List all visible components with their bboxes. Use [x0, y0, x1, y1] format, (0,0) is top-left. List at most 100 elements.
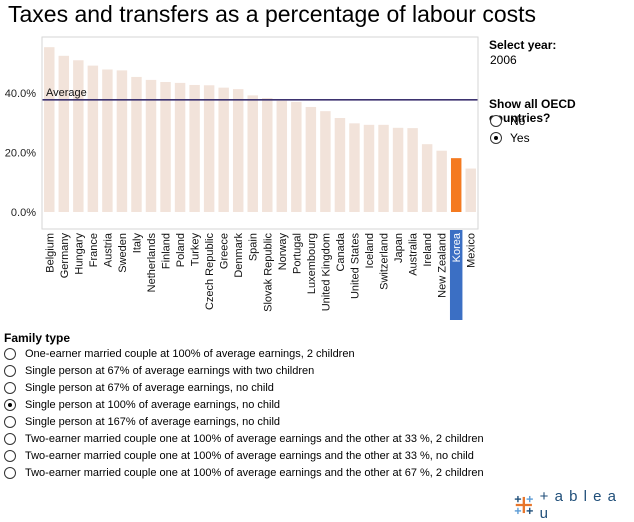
x-tick-label[interactable]: Canada	[335, 232, 347, 271]
bar[interactable]	[436, 150, 447, 212]
x-tick-label[interactable]: Netherlands	[146, 233, 158, 293]
x-tick-label[interactable]: Switzerland	[379, 233, 391, 290]
x-tick-label[interactable]: Hungary	[73, 233, 85, 275]
x-tick-label[interactable]: Czech Republic	[204, 233, 216, 311]
x-tick-label[interactable]: Norway	[277, 233, 289, 271]
radio-button-icon[interactable]	[4, 381, 16, 394]
bar[interactable]	[363, 124, 375, 212]
x-tick-label[interactable]: Iceland	[364, 233, 376, 268]
radio-button-icon[interactable]	[4, 449, 16, 462]
bar[interactable]	[174, 82, 186, 212]
x-tick-label[interactable]: Germany	[59, 233, 71, 279]
family-option[interactable]: Single person at 67% of average earnings…	[4, 379, 484, 396]
bar[interactable]	[349, 123, 360, 212]
family-option[interactable]: Two-earner married couple one at 100% of…	[4, 464, 484, 481]
bar-chart: Average 0.0% 20.0% 40.0% Belgium Germany Hun…	[5, 36, 479, 320]
select-year-label: Select year:	[489, 38, 557, 52]
x-tick-label[interactable]: Portugal	[291, 233, 303, 274]
oecd-option-no[interactable]: No	[490, 113, 525, 129]
bar[interactable]	[232, 89, 244, 212]
bar[interactable]	[203, 85, 215, 212]
family-option-label: Two-earner married couple one at 100% of…	[25, 432, 484, 445]
average-label: Average	[46, 87, 87, 99]
bar[interactable]	[320, 111, 331, 212]
bar[interactable]	[392, 127, 404, 212]
x-tick-label[interactable]: Sweden	[117, 233, 129, 273]
bar[interactable]	[262, 98, 273, 212]
x-tick-label[interactable]: New Zealand	[437, 233, 449, 298]
bar[interactable]	[145, 79, 157, 212]
bar[interactable]	[58, 55, 70, 212]
oecd-option-yes[interactable]: Yes	[490, 130, 530, 146]
radio-button-icon[interactable]	[490, 115, 502, 127]
x-tick-label[interactable]: Austria	[102, 232, 114, 267]
x-tick-label[interactable]: Denmark	[233, 233, 245, 278]
radio-button-icon[interactable]	[4, 415, 16, 428]
plot-frame	[41, 36, 479, 230]
x-tick-label[interactable]: Turkey	[190, 233, 202, 267]
family-option[interactable]: One-earner married couple at 100% of ave…	[4, 345, 484, 362]
radio-button-icon[interactable]	[4, 466, 16, 479]
x-tick-label[interactable]: Poland	[175, 233, 187, 267]
highlight-label-background[interactable]	[449, 230, 463, 320]
x-tick-label[interactable]: Japan	[393, 233, 405, 263]
x-tick-label[interactable]: Spain	[248, 233, 260, 261]
family-option[interactable]: Two-earner married couple one at 100% of…	[4, 447, 484, 464]
bar[interactable]	[218, 87, 229, 212]
bar[interactable]	[102, 69, 113, 212]
bar[interactable]	[276, 100, 288, 212]
x-tick-label[interactable]: Finland	[161, 233, 173, 269]
bar[interactable]	[160, 81, 171, 213]
radio-button-icon[interactable]	[490, 132, 502, 144]
oecd-option-label: No	[510, 114, 526, 128]
bar[interactable]	[305, 106, 317, 212]
family-option-label: Single person at 167% of average earning…	[25, 415, 281, 428]
x-tick-label[interactable]: Mexico	[466, 233, 478, 268]
bar[interactable]	[87, 65, 99, 212]
x-tick-label[interactable]: Slovak Republic	[262, 233, 274, 312]
bar[interactable]	[247, 95, 258, 212]
family-option-label: Single person at 67% of average earnings…	[25, 364, 315, 377]
bar[interactable]	[291, 101, 302, 212]
bar[interactable]	[44, 47, 55, 213]
bar[interactable]	[378, 124, 389, 212]
bar[interactable]	[407, 128, 418, 212]
y-tick-label: 20.0%	[5, 148, 36, 160]
x-tick-label[interactable]: Greece	[219, 233, 231, 269]
x-tick-label[interactable]: Belgium	[44, 233, 56, 273]
bar[interactable]	[334, 117, 346, 212]
family-option-label: Two-earner married couple one at 100% of…	[25, 449, 474, 462]
tableau-logo[interactable]: + a b l e a u	[514, 488, 630, 522]
family-type-options: One-earner married couple at 100% of ave…	[4, 345, 484, 481]
x-tick-label[interactable]: Australia	[408, 232, 420, 276]
x-tick-label[interactable]: United Kingdom	[320, 233, 332, 311]
family-option[interactable]: Single person at 67% of average earnings…	[4, 362, 484, 379]
family-option-label: Single person at 100% of average earning…	[25, 398, 281, 411]
tableau-cross-icon	[514, 495, 533, 515]
radio-button-icon[interactable]	[4, 398, 16, 411]
radio-button-icon[interactable]	[4, 432, 16, 445]
x-tick-label[interactable]: Korea	[451, 232, 463, 262]
x-tick-label[interactable]: France	[88, 233, 100, 267]
bar[interactable]	[465, 168, 476, 212]
x-tick-label[interactable]: Ireland	[422, 233, 434, 267]
x-tick-label[interactable]: United States	[349, 233, 361, 300]
x-tick-label[interactable]: Luxembourg	[306, 233, 318, 294]
bar[interactable]	[421, 144, 433, 212]
bar[interactable]	[131, 76, 142, 212]
bar[interactable]	[73, 60, 84, 213]
bar[interactable]	[116, 70, 128, 212]
family-option-label: Single person at 67% of average earnings…	[25, 381, 274, 394]
oecd-option-label: Yes	[510, 131, 530, 145]
x-tick-label[interactable]: Italy	[131, 233, 143, 254]
radio-button-icon[interactable]	[4, 364, 16, 377]
family-option[interactable]: Single person at 100% of average earning…	[4, 396, 484, 413]
show-all-oecd-label: Show all OECD countries?	[489, 97, 576, 125]
selected-year-value[interactable]: 2006	[490, 53, 517, 67]
bar[interactable]	[189, 84, 200, 212]
tableau-wordmark: + a b l e a u	[539, 488, 617, 522]
bar[interactable]	[450, 158, 462, 212]
family-option[interactable]: Two-earner married couple one at 100% of…	[4, 430, 484, 447]
family-option[interactable]: Single person at 167% of average earning…	[4, 413, 484, 430]
radio-button-icon[interactable]	[4, 347, 16, 360]
